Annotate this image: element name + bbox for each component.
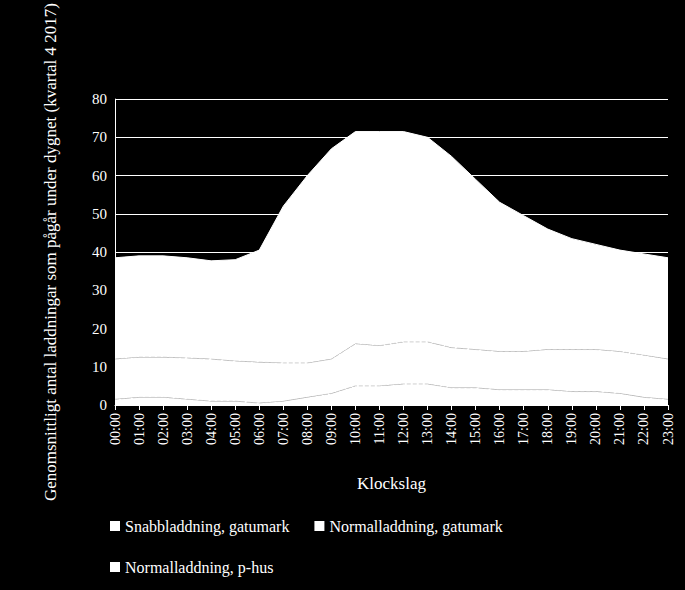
svg-text:14:00: 14:00 xyxy=(444,413,459,445)
svg-text:01:00: 01:00 xyxy=(132,413,147,445)
svg-text:11:00: 11:00 xyxy=(372,413,387,444)
svg-text:08:00: 08:00 xyxy=(300,413,315,445)
svg-text:13:00: 13:00 xyxy=(420,413,435,445)
svg-text:50: 50 xyxy=(92,206,107,222)
svg-text:0: 0 xyxy=(100,397,108,413)
svg-text:19:00: 19:00 xyxy=(564,413,579,445)
svg-text:70: 70 xyxy=(92,129,107,145)
svg-text:04:00: 04:00 xyxy=(204,413,219,445)
svg-text:16:00: 16:00 xyxy=(492,413,507,445)
svg-text:05:00: 05:00 xyxy=(228,413,243,445)
svg-text:10: 10 xyxy=(92,359,107,375)
svg-text:80: 80 xyxy=(92,91,107,107)
svg-text:17:00: 17:00 xyxy=(516,413,531,445)
svg-text:07:00: 07:00 xyxy=(276,413,291,445)
svg-text:60: 60 xyxy=(92,168,107,184)
svg-text:20:00: 20:00 xyxy=(588,413,603,445)
svg-text:00:00: 00:00 xyxy=(108,413,123,445)
svg-text:Klockslag: Klockslag xyxy=(357,474,426,493)
svg-text:23:00: 23:00 xyxy=(661,413,676,445)
svg-text:09:00: 09:00 xyxy=(324,413,339,445)
svg-text:Genomsnittligt antal laddninga: Genomsnittligt antal laddningar som pågå… xyxy=(41,3,60,501)
svg-text:12:00: 12:00 xyxy=(396,413,411,445)
svg-text:30: 30 xyxy=(92,282,107,298)
svg-text:10:00: 10:00 xyxy=(348,413,363,445)
svg-text:20: 20 xyxy=(92,321,107,337)
svg-text:Normalladdning, p-hus: Normalladdning, p-hus xyxy=(125,559,273,577)
svg-text:21:00: 21:00 xyxy=(612,413,627,445)
svg-text:22:00: 22:00 xyxy=(636,413,651,445)
svg-text:Snabbladdning, gatumark: Snabbladdning, gatumark xyxy=(125,518,289,536)
svg-text:03:00: 03:00 xyxy=(180,413,195,445)
svg-text:06:00: 06:00 xyxy=(252,413,267,445)
svg-text:18:00: 18:00 xyxy=(540,413,555,445)
svg-text:15:00: 15:00 xyxy=(468,413,483,445)
svg-text:Normalladdning, gatumark: Normalladdning, gatumark xyxy=(329,518,502,536)
svg-text:40: 40 xyxy=(92,244,107,260)
svg-text:02:00: 02:00 xyxy=(156,413,171,445)
